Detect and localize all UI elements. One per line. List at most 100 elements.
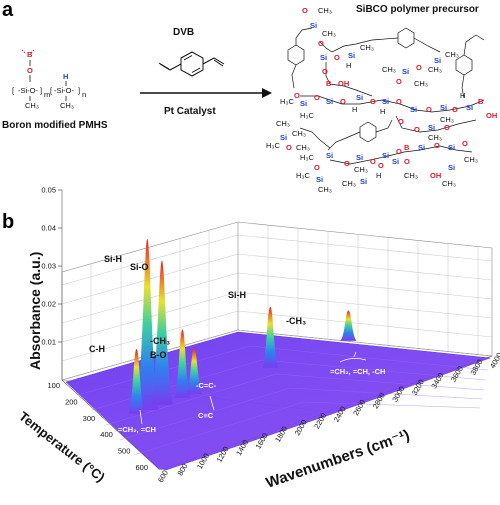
svg-text:Si: Si: [402, 67, 409, 76]
svg-text:-Si-O-: -Si-O-: [18, 86, 38, 95]
svg-text:Si: Si: [448, 163, 455, 172]
svg-text:-Si-O-: -Si-O-: [54, 86, 74, 95]
svg-text:O: O: [27, 66, 33, 75]
annotation-ch2-ch-ch: =CH₂, =CH, -CH: [330, 367, 385, 376]
svg-text:O: O: [334, 53, 340, 62]
svg-text:OH: OH: [486, 111, 497, 120]
temperature-axis-ticks: 100 200 300 400 500 600: [47, 381, 148, 472]
peak-label-ch3-2: -CH₃: [286, 316, 306, 326]
temperature-tick-label: 600: [135, 463, 148, 472]
svg-text:O: O: [396, 77, 402, 86]
svg-text:H: H: [63, 72, 68, 81]
panel-a-letter: a: [2, 0, 14, 21]
svg-text:OH: OH: [338, 79, 349, 88]
svg-text:O: O: [396, 147, 402, 156]
y-tick-label: 0.04: [41, 224, 56, 233]
svg-text:B: B: [478, 97, 484, 106]
svg-text:Si: Si: [448, 143, 455, 152]
svg-text:CH₃: CH₃: [442, 179, 456, 188]
svg-text:H: H: [460, 91, 465, 100]
peak-layer: [128, 238, 357, 414]
peak-label-b-o: B-O: [150, 350, 167, 360]
svg-text:CH₃: CH₃: [445, 50, 459, 59]
y-tick-label: 0.05: [41, 186, 56, 195]
svg-text:Si: Si: [326, 97, 333, 106]
svg-text:Si: Si: [320, 53, 327, 62]
svg-text:CH₃: CH₃: [25, 101, 39, 110]
svg-text:O: O: [294, 91, 300, 100]
svg-text:O: O: [426, 105, 432, 114]
peak-1: [150, 260, 173, 405]
svg-text:CH₃: CH₃: [464, 155, 478, 164]
svg-text:O: O: [414, 125, 420, 134]
svg-text:Si: Si: [348, 51, 355, 60]
peak-label-si-h-2: Si-H: [228, 290, 246, 300]
peak-6: [340, 310, 357, 341]
svg-text:CH₃: CH₃: [342, 179, 356, 188]
svg-text:Si: Si: [418, 143, 425, 152]
catalyst-label: Pt Catalyst: [164, 106, 216, 117]
dvb-molecule: [158, 51, 225, 77]
svg-text:H: H: [380, 107, 385, 116]
svg-text:O: O: [370, 157, 376, 166]
svg-text:O: O: [434, 141, 440, 150]
sibco-polymer-network: [287, 27, 485, 165]
svg-text:O: O: [340, 97, 346, 106]
svg-text:CH₃: CH₃: [276, 119, 290, 128]
svg-text:CH₃: CH₃: [60, 101, 74, 110]
peak-label-ch3-1: -CH₃: [150, 336, 170, 346]
svg-text:CH₃: CH₃: [428, 65, 442, 74]
peak-3: [128, 349, 145, 414]
svg-text:]: ]: [78, 86, 80, 95]
annotation-ch2-ch: =CH₂, =CH: [118, 425, 156, 434]
surface-annotations: =CH₂, =CH -C=C- C≡C =CH₂, =CH, -CH: [118, 351, 385, 434]
svg-text:H₃C: H₃C: [296, 171, 310, 180]
svg-text:[: [: [12, 86, 15, 95]
spectrum-surface: [65, 331, 491, 471]
svg-text:Si: Si: [466, 103, 473, 112]
svg-text:Si: Si: [440, 103, 447, 112]
svg-text:CH₃: CH₃: [404, 171, 418, 180]
y-tick-label: 0.03: [41, 262, 56, 271]
subscript-n: n: [82, 90, 86, 99]
svg-text:Si: Si: [326, 151, 333, 160]
svg-text:Si: Si: [356, 93, 363, 102]
peak-4: [186, 348, 203, 394]
svg-text:CH₃: CH₃: [354, 165, 368, 174]
svg-text:[: [: [50, 86, 53, 95]
svg-text:B: B: [326, 79, 332, 88]
temperature-tick-label: 400: [100, 430, 113, 439]
svg-text:CH₃: CH₃: [414, 79, 428, 88]
peak-2: [174, 329, 191, 398]
arrow-head: [262, 88, 272, 98]
svg-text:O: O: [318, 39, 324, 48]
wavenumber-axis-label: Wavenumbers (cm⁻¹): [264, 427, 412, 492]
svg-text:CH₃: CH₃: [318, 185, 332, 194]
svg-text:CH₃: CH₃: [360, 43, 374, 52]
svg-text:B: B: [404, 143, 410, 152]
subscript-m: m: [44, 90, 50, 99]
peak-label-si-h-1: Si-H: [104, 254, 122, 264]
svg-text:CH₃: CH₃: [440, 115, 454, 124]
svg-text:Si: Si: [280, 133, 287, 142]
temperature-tick-label: 100: [47, 381, 60, 390]
svg-text:O: O: [404, 157, 410, 166]
svg-text:Si: Si: [300, 99, 307, 108]
svg-text:Si: Si: [310, 21, 317, 30]
svg-text:CH₃: CH₃: [382, 65, 396, 74]
svg-text:CH₃: CH₃: [318, 6, 332, 15]
svg-text:H₃C: H₃C: [300, 111, 314, 120]
svg-text:O: O: [302, 6, 308, 15]
svg-text:Si: Si: [392, 157, 399, 166]
svg-text:CH₃: CH₃: [292, 129, 306, 138]
svg-text:H: H: [346, 61, 351, 70]
peak-0: [136, 238, 159, 410]
y-tick-label: 0.01: [41, 338, 56, 347]
svg-text:O: O: [314, 93, 320, 102]
plot-box-frame: [61, 221, 493, 471]
peak-labels: Si-H Si-O -CH₃ C-H B-O Si-H -CH₃: [89, 254, 306, 360]
temperature-tick-label: 300: [83, 414, 96, 423]
reactant-label: Boron modified PMHS: [2, 120, 108, 131]
svg-text:CH₃: CH₃: [322, 29, 336, 38]
